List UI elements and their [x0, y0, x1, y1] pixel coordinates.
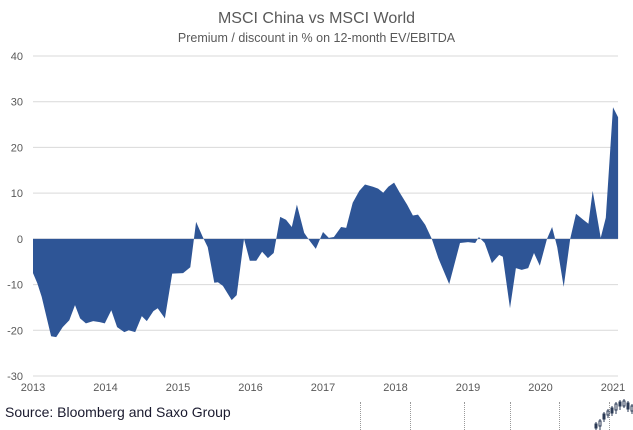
y-tick-label: 0 [17, 234, 23, 246]
y-tick-label: 20 [11, 142, 23, 154]
candlestick-chart-icon [594, 399, 633, 430]
y-tick-label: 40 [11, 51, 23, 63]
x-tick-label: 2013 [21, 382, 45, 394]
x-tick-label: 2015 [166, 382, 190, 394]
source-note: Source: Bloomberg and Saxo Group [5, 404, 231, 420]
y-tick-label: 30 [11, 97, 23, 109]
divider-line [410, 402, 411, 430]
x-tick-label: 2017 [311, 382, 335, 394]
y-tick-label: 10 [11, 188, 23, 200]
x-tick-label: 2018 [383, 382, 407, 394]
chart-title: MSCI China vs MSCI World [217, 10, 416, 27]
chart-subtitle: Premium / discount in % on 12-month EV/E… [177, 31, 456, 45]
divider-line [510, 402, 511, 430]
y-tick-label: -20 [7, 325, 23, 337]
x-tick-label: 2014 [93, 382, 117, 394]
divider-line [360, 402, 361, 430]
divider-line [609, 402, 610, 430]
y-tick-label: -10 [7, 280, 23, 292]
x-tick-label: 2016 [238, 382, 262, 394]
x-axis-ticks: 2013 2014 2015 2016 2017 2018 2019 2020 2021 [21, 382, 625, 394]
x-tick-label: 2019 [456, 382, 480, 394]
x-tick-label: 2021 [601, 382, 625, 394]
y-axis-ticks: 40 30 20 10 0 -10 -20 -30 [7, 51, 23, 383]
divider-line [464, 402, 465, 430]
x-tick-label: 2020 [528, 382, 552, 394]
premium-discount-area [33, 107, 619, 338]
divider-line [559, 402, 560, 430]
y-tick-label: -30 [7, 371, 23, 383]
